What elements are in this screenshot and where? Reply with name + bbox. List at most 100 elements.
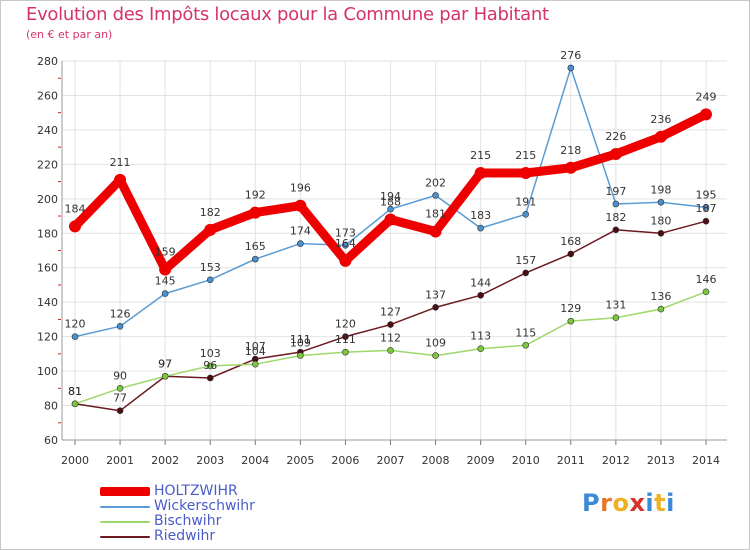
data-label: 191 [515,195,536,208]
data-point [204,223,217,236]
legend-item: Bischwihr [100,514,255,529]
data-label: 137 [425,288,446,301]
legend: HOLTZWIHR Wickerschwihr Bischwihr Riedwihr [100,484,255,544]
data-label: 129 [560,302,581,315]
data-label: 111 [290,333,311,346]
data-point [477,345,484,352]
data-point [251,255,259,263]
data-label: 194 [380,190,401,203]
data-label: 113 [470,330,491,343]
data-label: 145 [155,275,176,288]
grid [62,60,727,441]
data-label: 144 [470,276,491,289]
data-point [116,322,124,330]
data-point [432,192,439,199]
data-label: 197 [605,185,626,198]
data-point [384,213,397,226]
data-point [612,226,620,234]
data-label: 195 [696,188,717,201]
data-labels: 81 77 97 96 107 111 120 127 137 144 157 168 182 180 18… [65,49,717,405]
x-tick-label: 2003 [196,454,224,467]
data-label: 180 [650,214,671,227]
data-label: 249 [696,90,717,103]
data-label: 109 [425,337,446,350]
logo-letter: t [654,489,667,517]
data-label: 107 [245,340,266,353]
data-point [294,199,307,212]
data-label: 218 [560,144,581,157]
axes: 60 80 100 120 140 160 180 200 220 240 260 280 2000 20… [37,55,727,467]
data-label: 168 [560,235,581,248]
data-label: 236 [650,113,671,126]
data-label: 182 [605,211,626,224]
data-label: 276 [560,49,581,62]
data-point [474,166,487,179]
chart-title: Evolution des Impôts locaux pour la Comm… [26,4,549,25]
y-tick-label: 260 [37,89,58,102]
data-point [432,352,439,359]
data-point [251,360,259,368]
legend-swatch [100,505,150,508]
data-label: 136 [650,290,671,303]
legend-label: Bischwihr [154,513,222,529]
y-tick-label: 160 [37,262,58,275]
data-point [477,291,484,299]
data-label: 157 [515,254,536,267]
data-point [297,352,304,359]
data-label: 183 [470,209,491,222]
legend-item: Wickerschwihr [100,499,255,514]
data-label: 196 [290,182,311,195]
y-tick-label: 120 [37,331,58,344]
data-point [567,317,575,325]
data-point [612,314,620,321]
data-point [342,348,349,356]
data-label: 192 [245,189,266,202]
data-label: 187 [696,202,717,215]
data-label: 215 [515,149,536,162]
data-point [654,130,667,143]
data-label: 164 [335,237,356,250]
data-label: 173 [335,226,356,239]
data-label: 226 [605,130,626,143]
y-tick-label: 100 [37,365,58,378]
data-label: 131 [605,299,626,312]
data-point [159,263,172,276]
x-tick-label: 2012 [602,454,630,467]
data-point [657,229,665,237]
legend-swatch [100,487,150,496]
data-point [69,220,81,233]
data-label: 126 [110,307,131,320]
data-point [339,254,352,267]
legend-swatch [100,520,150,523]
x-tick-label: 2010 [512,454,540,467]
x-tick-label: 2006 [331,454,359,467]
y-tick-label: 180 [37,227,58,240]
x-tick-label: 2013 [647,454,675,467]
data-point [342,242,349,249]
y-tick-label: 280 [37,55,58,68]
x-tick-label: 2002 [151,454,179,467]
y-tick-label: 80 [44,400,58,413]
legend-label: Riedwihr [154,528,216,544]
legend-label: Wickerschwihr [154,498,255,514]
data-label: 174 [290,225,311,238]
logo-letter: o [612,489,630,517]
data-label: 146 [696,273,717,286]
data-label: 115 [515,326,536,339]
x-tick-label: 2001 [106,454,134,467]
data-label: 109 [290,337,311,350]
data-point [657,305,665,313]
data-label: 97 [158,357,172,370]
data-point [702,217,710,225]
data-label: 153 [200,261,221,274]
data-label: 81 [68,385,82,398]
data-point [161,372,169,380]
data-label: 104 [245,345,266,358]
data-point [71,400,79,408]
data-point [342,333,349,340]
data-point [387,205,394,213]
data-point [609,148,622,161]
data-point [522,269,530,277]
data-point [116,385,124,392]
